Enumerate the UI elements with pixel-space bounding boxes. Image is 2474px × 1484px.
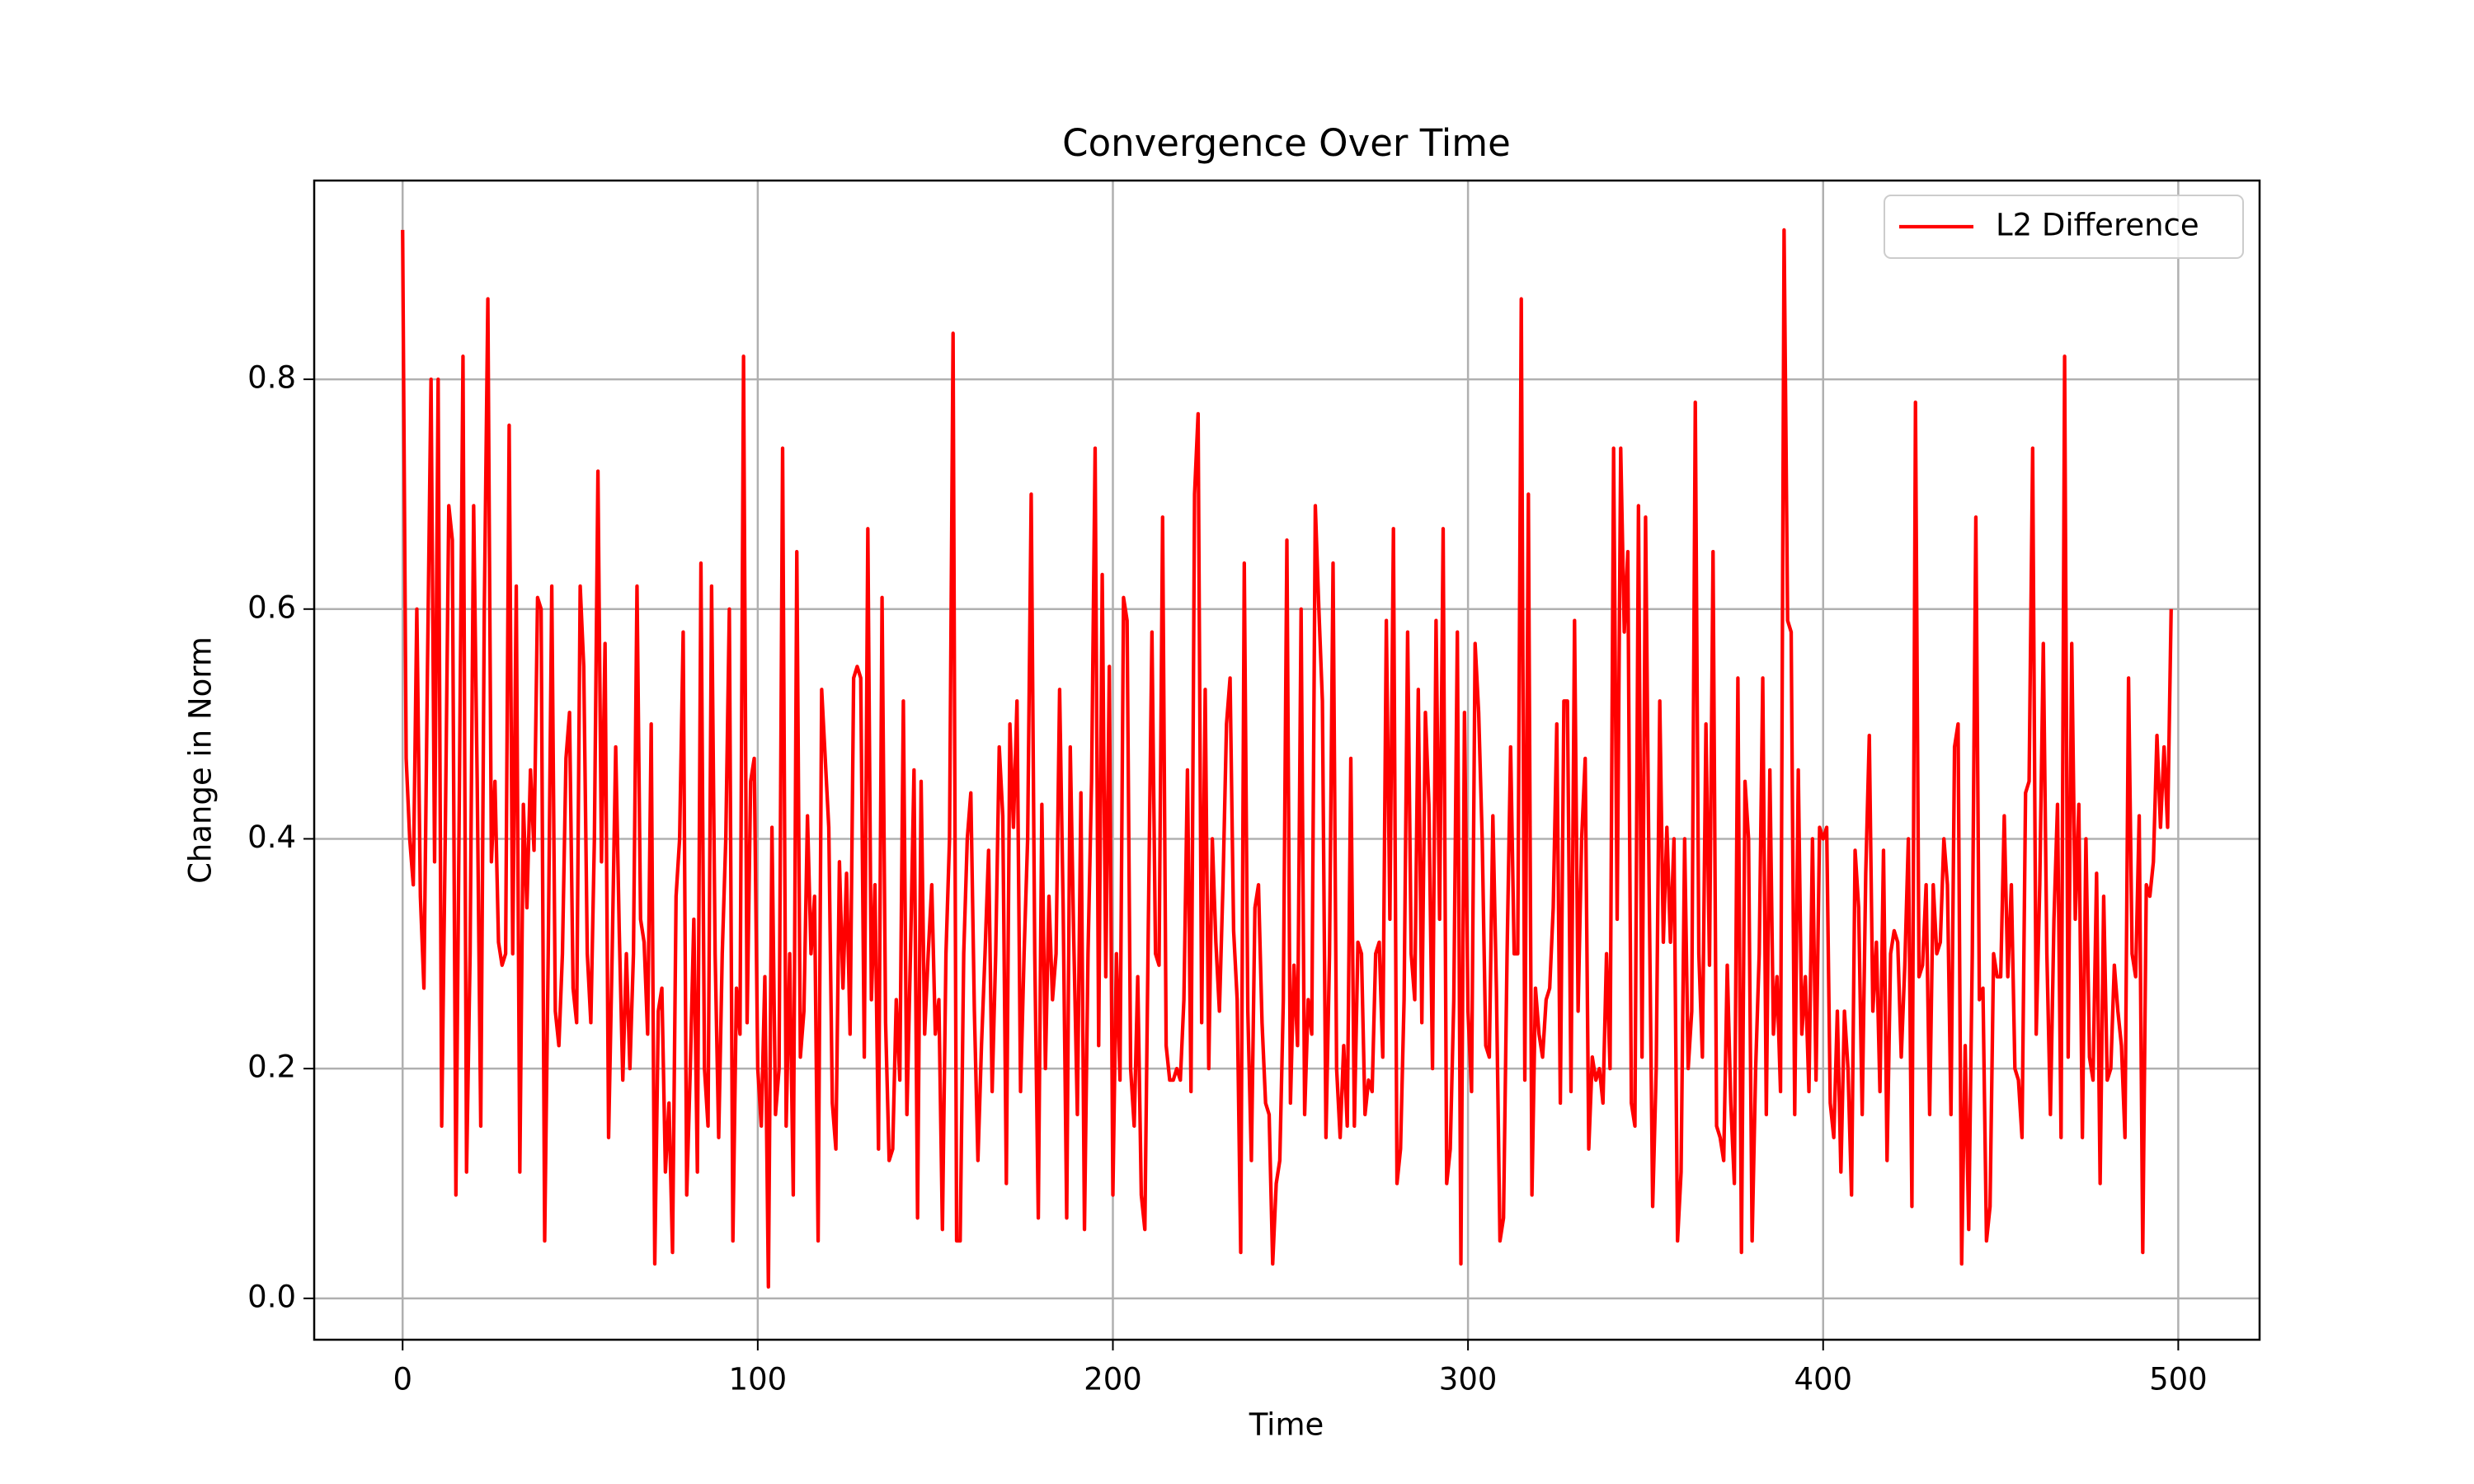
x-axis-label: Time <box>1249 1407 1324 1443</box>
y-tick-label: 0.4 <box>247 819 296 855</box>
x-tick-label: 200 <box>1084 1362 1142 1397</box>
x-tick-label: 400 <box>1794 1362 1852 1397</box>
y-tick-label: 0.6 <box>247 589 296 625</box>
x-tick-label: 100 <box>729 1362 788 1397</box>
legend-box <box>1884 195 2244 259</box>
plot-frame <box>313 179 2261 1341</box>
y-axis-label: Change in Norm <box>183 636 219 884</box>
x-tick-label: 300 <box>1439 1362 1498 1397</box>
x-tick-label: 0 <box>393 1362 412 1397</box>
y-tick-label: 0.2 <box>247 1050 296 1085</box>
legend-label: L2 Difference <box>1996 208 2199 243</box>
y-tick-label: 0.8 <box>247 360 296 396</box>
data-line <box>401 228 2173 1289</box>
chart-title: Convergence Over Time <box>1062 121 1511 165</box>
x-tick-label: 500 <box>2149 1362 2208 1397</box>
y-tick-label: 0.0 <box>247 1279 296 1314</box>
